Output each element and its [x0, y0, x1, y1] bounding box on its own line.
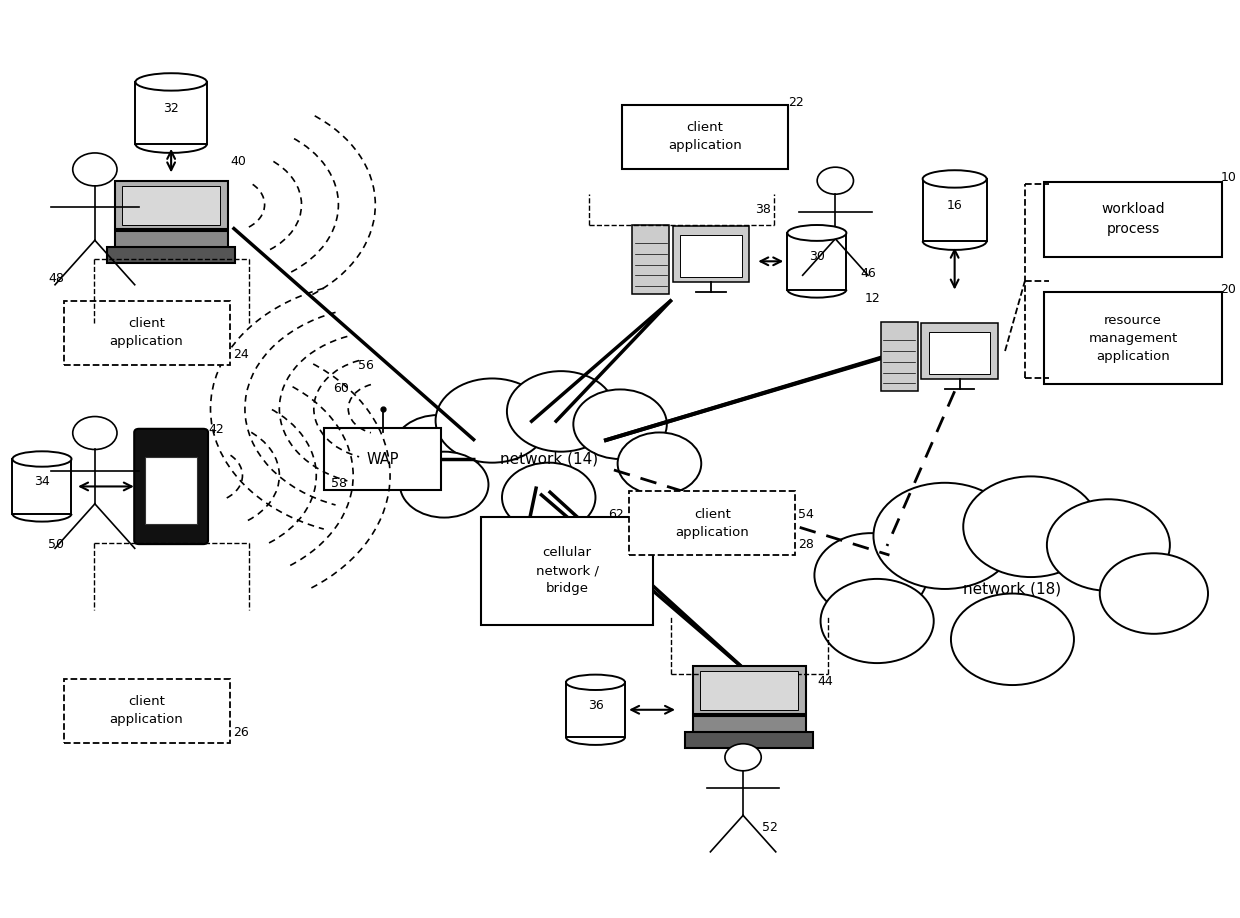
- Ellipse shape: [135, 73, 207, 91]
- FancyBboxPatch shape: [701, 671, 799, 710]
- Text: network (14): network (14): [500, 452, 598, 466]
- Ellipse shape: [565, 675, 625, 690]
- Text: 24: 24: [233, 348, 248, 361]
- FancyBboxPatch shape: [673, 226, 749, 283]
- Text: 20: 20: [1220, 283, 1236, 297]
- Text: 12: 12: [864, 292, 880, 306]
- Text: network (18): network (18): [963, 581, 1061, 597]
- FancyBboxPatch shape: [145, 457, 197, 524]
- FancyBboxPatch shape: [632, 225, 670, 294]
- Text: 62: 62: [608, 509, 624, 521]
- Circle shape: [821, 579, 934, 663]
- FancyBboxPatch shape: [929, 331, 991, 374]
- Text: client
application: client application: [676, 508, 749, 539]
- FancyBboxPatch shape: [923, 179, 987, 241]
- FancyBboxPatch shape: [880, 322, 918, 391]
- FancyBboxPatch shape: [114, 231, 228, 248]
- Text: cellular
network /
bridge: cellular network / bridge: [536, 546, 599, 595]
- Text: 16: 16: [947, 199, 962, 212]
- Text: 50: 50: [48, 538, 64, 551]
- Circle shape: [1047, 499, 1169, 591]
- Text: client
application: client application: [109, 695, 184, 726]
- FancyBboxPatch shape: [1044, 293, 1223, 384]
- Text: 26: 26: [233, 726, 248, 739]
- FancyBboxPatch shape: [122, 185, 221, 225]
- Circle shape: [502, 463, 595, 532]
- Text: 28: 28: [799, 538, 815, 551]
- Circle shape: [815, 533, 928, 617]
- FancyBboxPatch shape: [686, 732, 813, 748]
- FancyBboxPatch shape: [481, 517, 653, 624]
- Ellipse shape: [787, 225, 847, 241]
- Text: 44: 44: [817, 675, 832, 688]
- Circle shape: [73, 417, 117, 450]
- Circle shape: [507, 371, 615, 452]
- Text: 38: 38: [755, 203, 771, 216]
- FancyBboxPatch shape: [134, 429, 208, 544]
- Circle shape: [573, 389, 667, 459]
- Circle shape: [817, 167, 853, 195]
- Circle shape: [963, 476, 1099, 577]
- Text: 36: 36: [588, 699, 604, 711]
- Ellipse shape: [12, 452, 72, 466]
- Text: workload
process: workload process: [1101, 203, 1164, 236]
- FancyBboxPatch shape: [63, 678, 229, 743]
- Ellipse shape: [923, 170, 987, 187]
- Text: 42: 42: [208, 423, 223, 436]
- Text: client
application: client application: [109, 318, 184, 348]
- Text: 40: 40: [231, 155, 246, 168]
- Text: 60: 60: [334, 382, 350, 395]
- Circle shape: [618, 432, 702, 495]
- FancyBboxPatch shape: [622, 105, 787, 169]
- FancyBboxPatch shape: [114, 181, 228, 230]
- Text: 10: 10: [1220, 172, 1236, 185]
- FancyBboxPatch shape: [12, 459, 72, 514]
- Circle shape: [73, 153, 117, 186]
- FancyBboxPatch shape: [135, 82, 207, 144]
- Text: 32: 32: [164, 102, 179, 115]
- Circle shape: [394, 415, 482, 481]
- Circle shape: [951, 594, 1074, 685]
- Text: 22: 22: [789, 96, 805, 109]
- FancyBboxPatch shape: [787, 233, 847, 290]
- Text: WAP: WAP: [367, 452, 399, 466]
- FancyBboxPatch shape: [63, 301, 229, 364]
- FancyBboxPatch shape: [107, 247, 236, 263]
- FancyBboxPatch shape: [325, 428, 441, 490]
- Text: 58: 58: [331, 477, 347, 490]
- Text: 54: 54: [799, 509, 815, 521]
- Text: 46: 46: [859, 266, 875, 280]
- Text: 56: 56: [358, 359, 374, 372]
- FancyBboxPatch shape: [693, 666, 806, 714]
- Text: 34: 34: [35, 476, 50, 488]
- Circle shape: [1100, 554, 1208, 633]
- Text: 30: 30: [808, 251, 825, 263]
- Circle shape: [401, 452, 489, 518]
- FancyBboxPatch shape: [565, 682, 625, 737]
- Circle shape: [725, 744, 761, 771]
- FancyBboxPatch shape: [681, 235, 742, 277]
- FancyBboxPatch shape: [630, 491, 795, 555]
- FancyBboxPatch shape: [693, 716, 806, 733]
- Text: 48: 48: [48, 272, 64, 285]
- Circle shape: [435, 378, 549, 463]
- Text: client
application: client application: [668, 121, 742, 152]
- Circle shape: [873, 483, 1016, 589]
- FancyBboxPatch shape: [921, 322, 998, 379]
- FancyBboxPatch shape: [1044, 182, 1223, 257]
- Text: resource
management
application: resource management application: [1089, 314, 1178, 363]
- Text: 52: 52: [761, 822, 777, 834]
